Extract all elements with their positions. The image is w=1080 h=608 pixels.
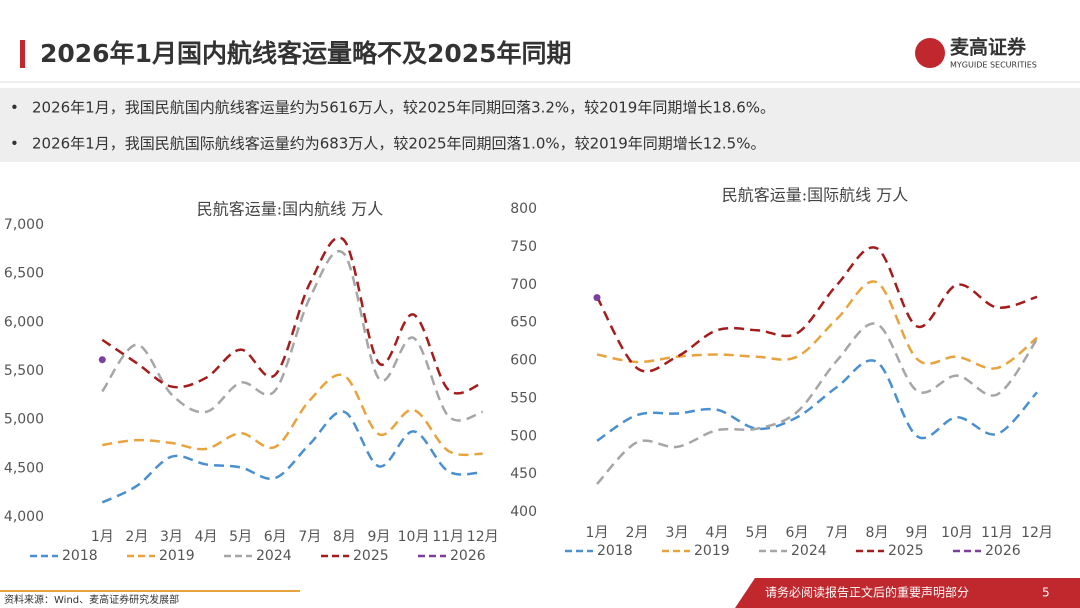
x-tick-label: 5月 xyxy=(746,525,769,541)
line xyxy=(101,410,483,504)
y-tick-label: 550 xyxy=(510,390,537,406)
x-tick-label: 9月 xyxy=(906,525,929,541)
y-tick-label: 4,000 xyxy=(4,509,44,525)
logo-icon xyxy=(915,38,945,68)
y-tick-label: 4,500 xyxy=(4,460,44,476)
legend-label: 2025 xyxy=(888,543,924,559)
line xyxy=(102,373,483,457)
legend-label: 2024 xyxy=(256,548,292,564)
x-tick-label: 12月 xyxy=(467,529,499,545)
x-tick-label: 1月 xyxy=(91,529,114,545)
y-tick-label: 400 xyxy=(510,504,537,520)
line xyxy=(596,280,1038,370)
x-tick-label: 10月 xyxy=(941,525,973,541)
x-tick-label: 11月 xyxy=(981,525,1013,541)
y-tick-label: 7,000 xyxy=(4,217,44,233)
y-tick-label: 600 xyxy=(510,353,537,369)
x-tick-label: 10月 xyxy=(398,529,430,545)
x-tick-label: 3月 xyxy=(160,529,183,545)
x-tick-label: 9月 xyxy=(367,529,390,545)
x-tick-label: 2月 xyxy=(626,525,649,541)
x-tick-label: 8月 xyxy=(866,525,889,541)
logo-name: 麦高证券 xyxy=(950,36,1027,59)
x-tick-label: 4月 xyxy=(195,529,218,545)
x-tick-label: 2月 xyxy=(125,529,148,545)
y-tick-label: 800 xyxy=(510,201,537,217)
y-tick-label: 750 xyxy=(510,239,537,255)
x-tick-label: 7月 xyxy=(826,525,849,541)
line xyxy=(595,246,1038,373)
line xyxy=(596,359,1038,442)
x-tick-label: 6月 xyxy=(264,529,287,545)
bullet-dot: • xyxy=(10,99,19,117)
bullet-box xyxy=(0,88,1080,162)
legend-label: 2024 xyxy=(791,543,827,559)
legend-label: 2025 xyxy=(353,548,389,564)
y-tick-label: 6,500 xyxy=(4,266,44,282)
x-tick-label: 3月 xyxy=(666,525,689,541)
x-tick-label: 5月 xyxy=(229,529,252,545)
logo-sub: MYGUIDE SECURITIES xyxy=(950,61,1037,70)
legend-label: 2019 xyxy=(694,543,730,559)
y-tick-label: 700 xyxy=(510,277,537,293)
chart-title: 民航客运量:国际航线 万人 xyxy=(722,186,908,205)
legend-label: 2026 xyxy=(450,548,486,564)
y-tick-label: 500 xyxy=(510,428,537,444)
x-tick-label: 4月 xyxy=(706,525,729,541)
bullet: 2026年1月，我国民航国际航线客运量约为683万人，较2025年同期回落1.0… xyxy=(32,135,765,153)
x-tick-label: 7月 xyxy=(298,529,321,545)
line xyxy=(101,236,484,395)
legend-label: 2018 xyxy=(597,543,633,559)
legend-label: 2019 xyxy=(159,548,195,564)
x-tick-label: 12月 xyxy=(1021,525,1053,541)
y-tick-label: 650 xyxy=(510,315,537,331)
x-tick-label: 8月 xyxy=(333,529,356,545)
point xyxy=(98,356,106,364)
y-tick-label: 5,500 xyxy=(4,363,44,379)
source: 资料来源：Wind、麦高证券研究发展部 xyxy=(4,593,179,606)
slide-title: 2026年1月国内航线客运量略不及2025年同期 xyxy=(40,39,572,68)
chart-title: 民航客运量:国内航线 万人 xyxy=(197,200,383,219)
bullet-dot: • xyxy=(10,135,19,153)
y-tick-label: 5,000 xyxy=(4,412,44,428)
title-accent xyxy=(20,40,25,68)
bullet: 2026年1月，我国民航国内航线客运量约为5616万人，较2025年同期回落3.… xyxy=(32,99,775,117)
legend-label: 2018 xyxy=(62,548,98,564)
point xyxy=(593,294,601,302)
footer-band xyxy=(735,578,1080,608)
line xyxy=(596,322,1039,485)
x-tick-label: 1月 xyxy=(586,525,609,541)
x-tick-label: 6月 xyxy=(786,525,809,541)
footer-accent xyxy=(0,590,300,592)
y-tick-label: 6,000 xyxy=(4,314,44,330)
x-tick-label: 11月 xyxy=(432,529,464,545)
legend-label: 2026 xyxy=(985,543,1021,559)
page-number: 5 xyxy=(1042,586,1050,600)
y-tick-label: 450 xyxy=(510,466,537,482)
notice: 请务必阅读报告正文后的重要声明部分 xyxy=(765,585,969,600)
line xyxy=(101,250,484,422)
